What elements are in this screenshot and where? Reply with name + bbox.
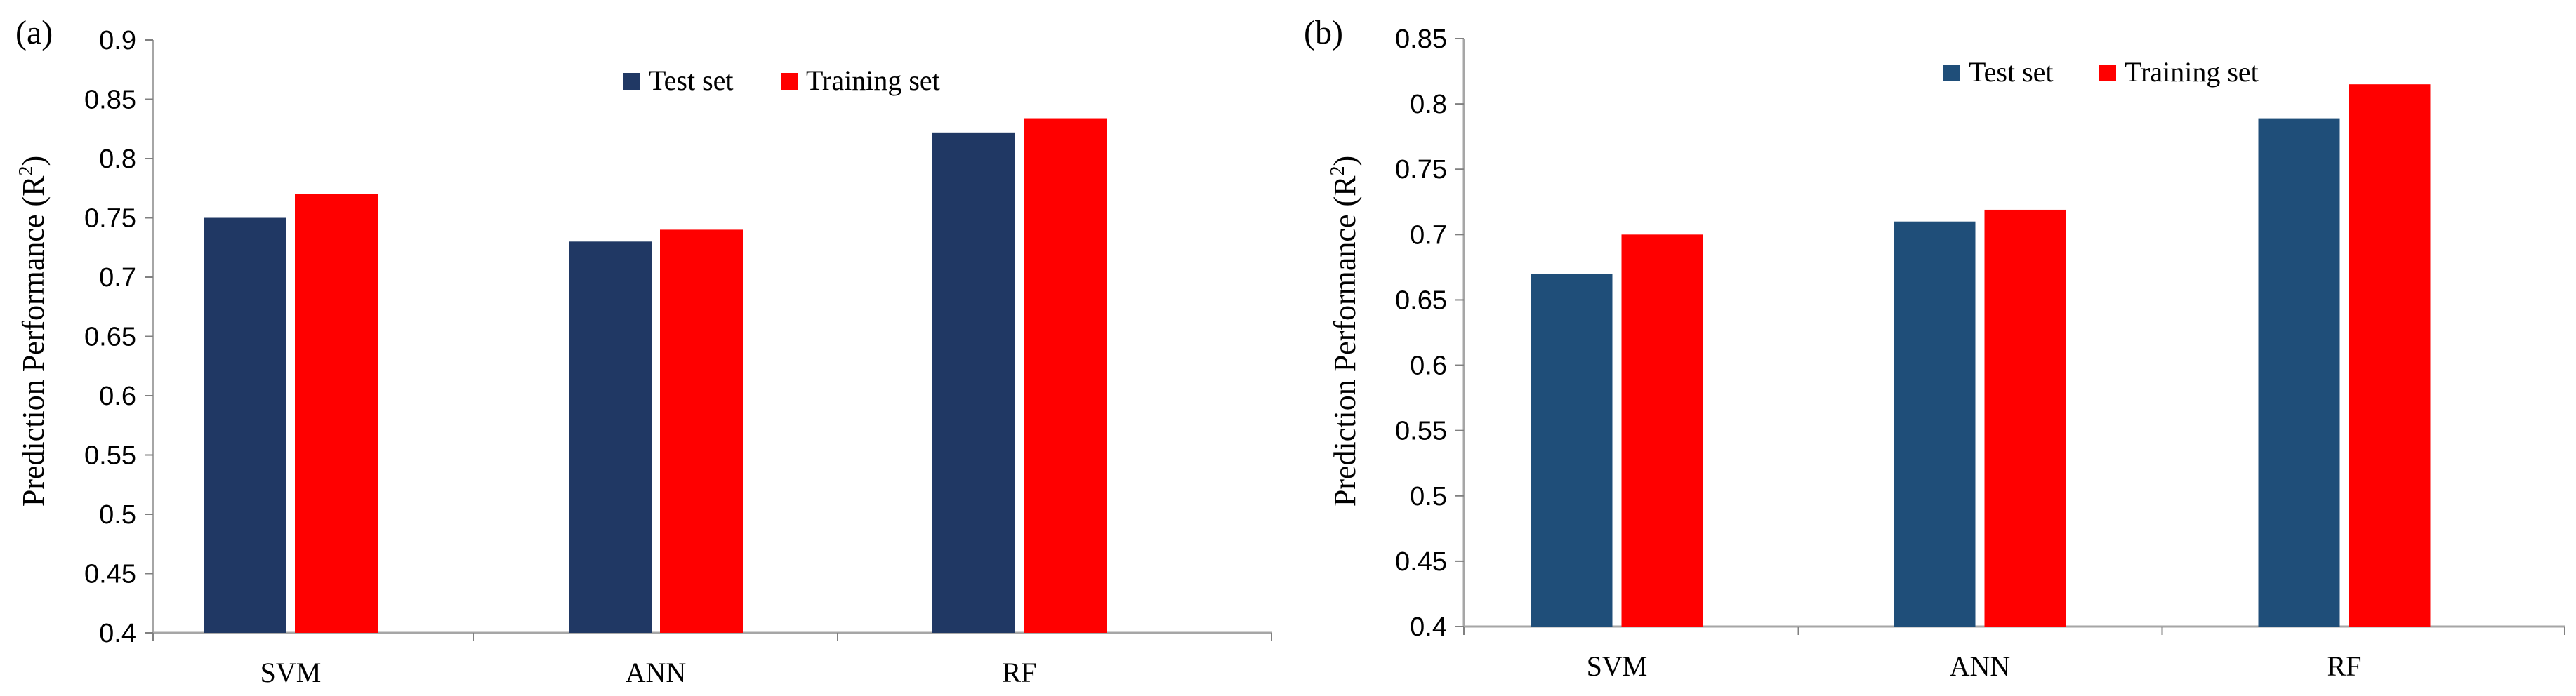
y-tick-label-a: 0.8 [99, 145, 136, 174]
y-tick-label-a: 0.75 [84, 204, 136, 234]
y-tick-label-b: 0.8 [1410, 90, 1447, 119]
y-tick-label-b: 0.6 [1410, 352, 1447, 381]
bar-ann-test-a [569, 241, 652, 633]
legend-a: Test set Training set [623, 65, 940, 96]
x-ticks-b: SVM ANN RF [1463, 627, 2565, 682]
legend-swatch-test-a [623, 73, 640, 90]
bar-ann-test-b [1894, 221, 1976, 627]
x-tick-label-rf-b: RF [2327, 650, 2362, 682]
y-tick-label-b: 0.45 [1395, 547, 1447, 577]
y-tick-label-a: 0.45 [84, 560, 136, 589]
x-tick-label-rf-a: RF [1003, 657, 1037, 688]
y-tick-label-b: 0.65 [1395, 286, 1447, 315]
legend-label-training-a: Training set [806, 65, 940, 96]
legend-label-test-a: Test set [649, 65, 734, 96]
bar-rf-training-a [1024, 118, 1107, 634]
y-tick-label-a: 0.5 [99, 500, 136, 530]
x-tick-label-svm-a: SVM [260, 657, 322, 688]
bar-ann-training-a [660, 229, 743, 633]
x-tick-label-ann-a: ANN [626, 657, 687, 688]
bar-svm-test-b [1531, 274, 1613, 627]
chart-b-svg: (b) Prediction Performance (R2) 0.40.450… [1304, 14, 2565, 682]
bar-svm-training-b [1621, 234, 1703, 627]
y-tick-label-b: 0.85 [1395, 25, 1447, 54]
legend-b: Test set Training set [1943, 56, 2259, 88]
y-tick-label-b: 0.75 [1395, 155, 1447, 185]
x-tick-label-svm-b: SVM [1587, 650, 1648, 682]
bar-rf-test-a [932, 132, 1015, 633]
y-tick-label-a: 0.55 [84, 441, 136, 471]
chart-a-svg: (a) Prediction Performance (R2) 0.40.450… [15, 14, 1272, 688]
y-axis-title-b: Prediction Performance (R2) [1327, 156, 1362, 507]
x-ticks-a: SVM ANN RF [152, 633, 1272, 688]
panel-label-a: (a) [15, 14, 53, 51]
x-tick-label-ann-b: ANN [1950, 650, 2011, 682]
bar-rf-training-b [2349, 84, 2431, 627]
legend-swatch-test-b [1943, 65, 1960, 81]
y-tick-label-a: 0.9 [99, 26, 136, 55]
chart-panel-a: (a) Prediction Performance (R2) 0.4 0.45 0… [15, 14, 1272, 688]
legend-label-test-b: Test set [1969, 56, 2054, 88]
bar-svm-test-a [204, 218, 286, 633]
y-ticks-a: 0.4 0.45 0.5 0.55 0.6 0.65 0.7 0.75 0.8 0.85 0.9 [84, 26, 153, 648]
y-tick-label-b: 0.7 [1410, 220, 1447, 250]
bar-rf-test-b [2258, 118, 2340, 627]
bar-ann-training-b [1984, 209, 2066, 627]
y-tick-label-b: 0.4 [1410, 613, 1447, 642]
legend-swatch-training-b [2099, 65, 2116, 81]
y-tick-label-b: 0.5 [1410, 482, 1447, 511]
panel-label-b: (b) [1304, 14, 1343, 51]
legend-label-training-b: Training set [2125, 56, 2259, 88]
y-tick-label-b: 0.55 [1395, 417, 1447, 446]
y-tick-label-a: 0.65 [84, 323, 136, 352]
y-tick-label-a: 0.7 [99, 263, 136, 293]
bars-b [1531, 84, 2431, 627]
chart-panel-b: (b) Prediction Performance (R2) 0.4 0.45 0… [1288, 0, 2576, 696]
y-tick-label-a: 0.85 [84, 86, 136, 115]
bar-svm-training-a [295, 194, 378, 633]
y-tick-label-a: 0.4 [99, 619, 136, 648]
y-tick-label-a: 0.6 [99, 382, 136, 411]
legend-swatch-training-a [781, 73, 798, 90]
y-axis-title-a: Prediction Performance (R2) [15, 156, 51, 507]
bars-a [204, 118, 1107, 634]
y-ticks-b: 0.4 0.45 0.5 0.55 0.6 0.65 0.7 0.75 0.8 0.85 [1395, 25, 1464, 642]
